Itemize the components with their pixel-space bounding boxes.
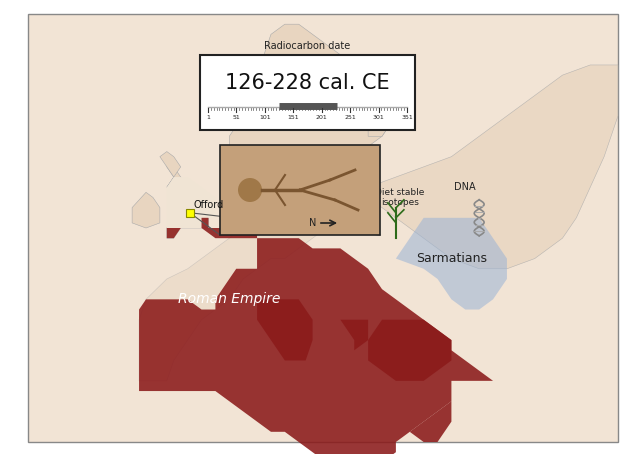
Polygon shape <box>139 228 493 454</box>
Polygon shape <box>396 218 507 310</box>
Polygon shape <box>340 65 410 136</box>
Text: Diet stable
isotopes: Diet stable isotopes <box>375 188 424 207</box>
Polygon shape <box>368 320 451 381</box>
Polygon shape <box>167 157 209 238</box>
Text: 51: 51 <box>232 115 240 120</box>
Polygon shape <box>229 24 396 167</box>
Text: 151: 151 <box>287 115 299 120</box>
Polygon shape <box>410 401 451 442</box>
Polygon shape <box>139 187 368 381</box>
Polygon shape <box>368 65 618 269</box>
Text: 301: 301 <box>372 115 385 120</box>
Text: Offord: Offord <box>194 200 224 210</box>
Circle shape <box>238 178 262 202</box>
Text: Roman Empire: Roman Empire <box>178 292 280 306</box>
Polygon shape <box>167 187 209 238</box>
Text: 126-228 cal. CE: 126-228 cal. CE <box>225 73 390 93</box>
Text: 1: 1 <box>206 115 210 120</box>
Text: N: N <box>308 218 316 228</box>
Polygon shape <box>160 152 180 187</box>
Polygon shape <box>167 177 216 228</box>
Text: 101: 101 <box>259 115 271 120</box>
Text: Radiocarbon date: Radiocarbon date <box>264 41 351 51</box>
Polygon shape <box>257 299 312 360</box>
Polygon shape <box>132 192 160 228</box>
Text: Sarmatians: Sarmatians <box>416 252 487 265</box>
Polygon shape <box>28 14 618 442</box>
Text: 351: 351 <box>401 115 413 120</box>
FancyBboxPatch shape <box>220 145 380 235</box>
Text: 201: 201 <box>316 115 328 120</box>
Text: DNA: DNA <box>454 182 476 192</box>
FancyBboxPatch shape <box>200 55 415 130</box>
Text: 251: 251 <box>344 115 356 120</box>
Polygon shape <box>326 320 368 370</box>
